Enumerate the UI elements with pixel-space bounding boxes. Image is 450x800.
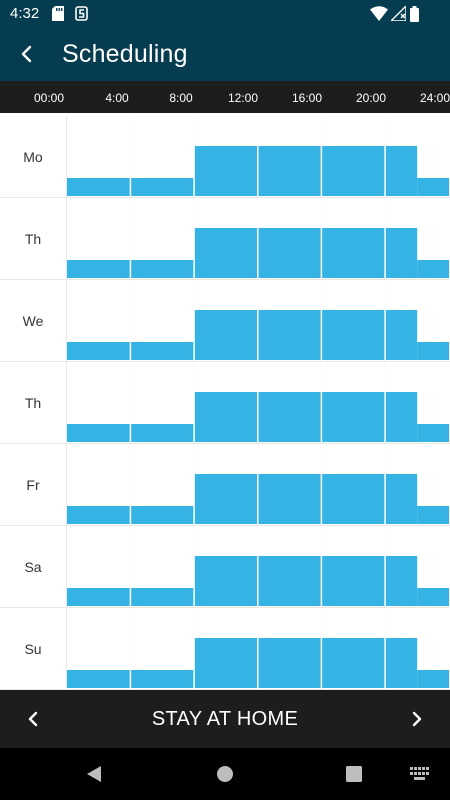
- schedule-block[interactable]: [194, 392, 418, 442]
- wifi-icon: [370, 6, 388, 21]
- day-label: Th: [24, 395, 42, 411]
- schedule-row-day-0[interactable]: Mo: [0, 116, 450, 198]
- time-tick-label: 24:00: [419, 91, 450, 105]
- block-separator: [129, 116, 132, 196]
- day-label: We: [22, 313, 44, 329]
- schedule-block[interactable]: [194, 556, 418, 606]
- block-separator: [384, 362, 386, 442]
- block-separator: [384, 116, 386, 196]
- schedule-block[interactable]: [417, 178, 449, 196]
- day-label: Fr: [26, 477, 40, 493]
- schedule-block[interactable]: [194, 146, 418, 196]
- page-title: Scheduling: [62, 40, 188, 68]
- schedule-chart-day-0[interactable]: [0, 116, 450, 198]
- time-tick-label: 00:00: [33, 91, 65, 105]
- chevron-right-icon[interactable]: [405, 707, 429, 731]
- block-separator: [384, 198, 386, 278]
- schedule-chart-day-2[interactable]: [0, 280, 450, 362]
- block-separator: [257, 116, 259, 196]
- schedule-block[interactable]: [194, 228, 418, 278]
- block-separator: [384, 526, 386, 606]
- status-bar: 4:32: [0, 0, 450, 28]
- day-label: Mo: [23, 149, 43, 165]
- schedule-block[interactable]: [417, 588, 449, 606]
- sync-icon: [75, 6, 88, 21]
- time-tick-label: 8:00: [169, 91, 193, 105]
- battery-icon: [410, 6, 419, 22]
- block-separator: [193, 608, 195, 688]
- block-separator: [193, 116, 195, 196]
- block-separator: [257, 362, 259, 442]
- block-separator: [129, 608, 132, 688]
- mode-label: STAY AT HOME: [151, 708, 299, 730]
- signal-icon: [391, 6, 406, 21]
- schedule-row-day-6[interactable]: Su: [0, 608, 450, 690]
- system-nav-bar: [0, 748, 450, 800]
- home-circle-icon[interactable]: [216, 765, 234, 783]
- block-separator: [384, 444, 386, 524]
- arrow-back-icon[interactable]: [14, 41, 40, 67]
- schedule-block[interactable]: [417, 342, 449, 360]
- recents-square-icon[interactable]: [346, 766, 362, 782]
- back-triangle-icon[interactable]: [85, 765, 103, 783]
- block-separator: [193, 526, 195, 606]
- chevron-left-icon[interactable]: [21, 707, 45, 731]
- schedule-chart-day-3[interactable]: [0, 362, 450, 444]
- time-tick-label: 4:00: [105, 91, 129, 105]
- schedule-block[interactable]: [417, 670, 449, 688]
- block-separator: [257, 280, 259, 360]
- block-separator: [129, 526, 132, 606]
- schedule-block[interactable]: [417, 506, 449, 524]
- block-separator: [320, 608, 323, 688]
- schedule-block[interactable]: [194, 638, 418, 688]
- schedule-chart-day-5[interactable]: [0, 526, 450, 608]
- block-separator: [193, 444, 195, 524]
- schedule-row-day-5[interactable]: Sa: [0, 526, 450, 608]
- block-separator: [129, 198, 132, 278]
- schedule-chart-day-6[interactable]: [0, 608, 450, 690]
- block-separator: [193, 280, 195, 360]
- block-separator: [320, 362, 323, 442]
- status-time: 4:32: [10, 5, 40, 22]
- schedule-row-day-3[interactable]: Th: [0, 362, 450, 444]
- schedule-block[interactable]: [417, 260, 449, 278]
- day-label: Su: [24, 641, 42, 657]
- block-separator: [193, 198, 195, 278]
- time-tick-label: 20:00: [355, 91, 387, 105]
- block-separator: [384, 280, 386, 360]
- block-separator: [257, 198, 259, 278]
- block-separator: [320, 116, 323, 196]
- block-separator: [257, 444, 259, 524]
- schedule-block[interactable]: [194, 310, 418, 360]
- schedule-grid: Mo Th We Th Fr Sa Su: [0, 116, 450, 690]
- block-separator: [193, 362, 195, 442]
- schedule-row-day-4[interactable]: Fr: [0, 444, 450, 526]
- keyboard-icon[interactable]: [410, 767, 430, 781]
- schedule-chart-day-1[interactable]: [0, 198, 450, 280]
- schedule-row-day-1[interactable]: Th: [0, 198, 450, 280]
- block-separator: [320, 526, 323, 606]
- block-separator: [129, 444, 132, 524]
- time-axis: 00:00 4:00 8:00 12:00 16:00 20:00 24:00: [0, 81, 450, 113]
- block-separator: [384, 608, 386, 688]
- day-label: Sa: [24, 559, 42, 575]
- time-tick-label: 12:00: [227, 91, 259, 105]
- schedule-block[interactable]: [417, 424, 449, 442]
- schedule-block[interactable]: [194, 474, 418, 524]
- schedule-row-day-2[interactable]: We: [0, 280, 450, 362]
- time-tick-label: 16:00: [291, 91, 323, 105]
- block-separator: [320, 280, 323, 360]
- block-separator: [257, 526, 259, 606]
- block-separator: [129, 280, 132, 360]
- app-bar: Scheduling: [0, 28, 450, 81]
- mode-bar: STAY AT HOME: [0, 690, 450, 748]
- schedule-chart-day-4[interactable]: [0, 444, 450, 526]
- sd-card-icon: [52, 6, 64, 21]
- block-separator: [129, 362, 132, 442]
- block-separator: [320, 444, 323, 524]
- day-label: Th: [24, 231, 42, 247]
- block-separator: [257, 608, 259, 688]
- block-separator: [320, 198, 323, 278]
